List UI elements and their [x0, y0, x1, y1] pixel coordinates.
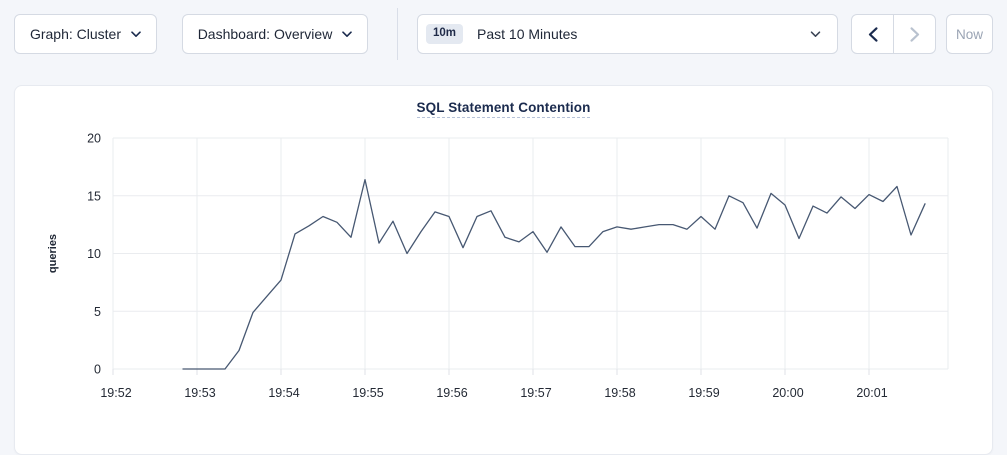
dashboard-dropdown[interactable]: Dashboard: Overview [182, 14, 368, 54]
chevron-down-icon [810, 30, 821, 38]
time-preset-badge: 10m [426, 24, 464, 44]
time-range-select[interactable]: 10m Past 10 Minutes [417, 14, 838, 54]
dashboard-page: Graph: Cluster Dashboard: Overview 10m P… [14, 8, 993, 455]
x-tick-label: 19:53 [184, 386, 215, 400]
x-tick-label: 19:58 [604, 386, 635, 400]
plot-svg[interactable]: 0 5 10 15 20 19:52 19:53 19:54 19:55 19:56 19:57 19… [15, 86, 994, 431]
series-line [182, 178, 926, 370]
y-tick-label: 5 [94, 305, 101, 319]
chevron-left-icon [868, 26, 878, 42]
toolbar-divider [397, 8, 398, 60]
y-tick-label: 20 [87, 132, 101, 146]
chart-title-row: SQL Statement Contention [15, 99, 992, 118]
x-tick-label: 20:00 [772, 386, 803, 400]
time-range-label: Past 10 Minutes [477, 26, 578, 42]
chevron-down-icon [342, 30, 353, 38]
dashboard-dropdown-label: Dashboard: Overview [197, 26, 333, 42]
chevron-down-icon [131, 30, 141, 38]
x-tick-label: 19:52 [100, 386, 131, 400]
x-tick-label: 19:54 [268, 386, 299, 400]
shift-back-button[interactable] [852, 15, 893, 53]
x-tick-label: 19:56 [436, 386, 467, 400]
y-tick-label: 0 [94, 363, 101, 377]
chevron-right-icon [910, 26, 920, 42]
x-tick-label: 19:55 [352, 386, 383, 400]
x-tick-label: 19:57 [520, 386, 551, 400]
time-shift-button-group [851, 14, 936, 54]
chart-title[interactable]: SQL Statement Contention [416, 100, 591, 118]
y-axis-label: queries [47, 234, 59, 273]
x-tick-label: 19:59 [688, 386, 719, 400]
now-button[interactable]: Now [946, 14, 993, 54]
chart-panel: SQL Statement Contention 0 5 10 15 20 19:52 19… [14, 85, 993, 455]
y-tick-label: 10 [87, 247, 101, 261]
now-button-label: Now [955, 26, 983, 42]
shift-forward-button[interactable] [893, 15, 935, 53]
y-tick-label: 15 [87, 189, 101, 203]
graph-dropdown-label: Graph: Cluster [29, 26, 122, 42]
x-tick-label: 20:01 [856, 386, 887, 400]
graph-dropdown[interactable]: Graph: Cluster [14, 14, 157, 54]
